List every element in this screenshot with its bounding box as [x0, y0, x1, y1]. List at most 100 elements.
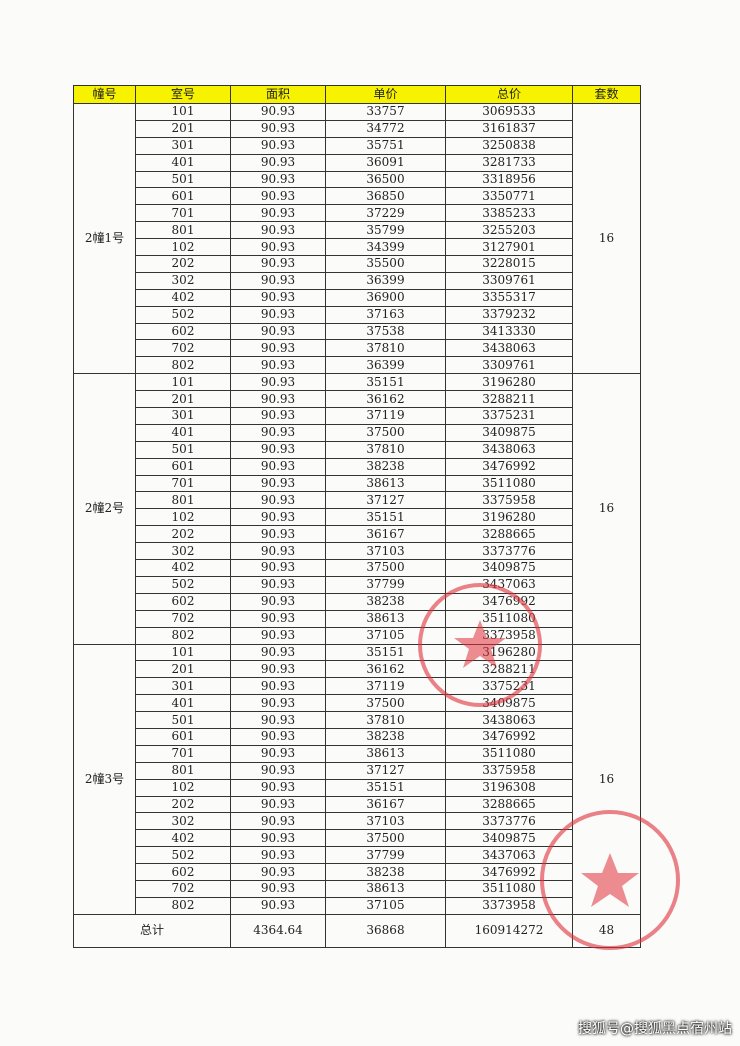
area-cell: 90.93 — [230, 559, 326, 577]
unit-price-cell: 37105 — [325, 626, 446, 645]
table-row: 201 90.93 36162 3288211 — [74, 390, 641, 409]
room-cell: 101 — [135, 103, 231, 121]
total-price-cell: 3438063 — [445, 711, 573, 729]
watermark: 搜狐号@搜狐黑点宿州站 — [578, 1021, 732, 1037]
unit-price-cell: 37799 — [325, 575, 446, 594]
room-cell: 202 — [135, 525, 231, 544]
unit-price-cell: 37127 — [325, 761, 446, 780]
table-row: 701 90.93 38613 3511080 — [74, 744, 641, 763]
total-price-cell: 3373776 — [445, 542, 573, 561]
total-price-cell: 3511080 — [445, 744, 573, 763]
area-cell: 90.93 — [230, 896, 326, 915]
count-cell: 16 — [572, 643, 641, 915]
table-row: 401 90.93 36091 3281733 — [74, 153, 641, 172]
area-cell: 90.93 — [230, 609, 326, 628]
room-cell: 502 — [135, 846, 231, 865]
room-cell: 402 — [135, 829, 231, 848]
area-cell: 90.93 — [230, 829, 326, 848]
total-price-cell: 3437063 — [445, 846, 573, 865]
unit-price-cell: 37538 — [325, 322, 446, 341]
table-row: 802 90.93 36399 3309761 — [74, 356, 641, 375]
unit-price-cell: 35151 — [325, 508, 446, 527]
table-row: 2幢2号 101 90.93 35151 3196280 16 — [73, 373, 641, 645]
table-row: 301 90.93 37119 3375231 — [74, 677, 641, 696]
room-cell: 202 — [135, 255, 231, 273]
total-price-cell: 3350771 — [445, 187, 573, 206]
area-cell: 90.93 — [230, 474, 326, 493]
table-row: 102 90.93 35151 3196308 — [74, 778, 641, 797]
table-row: 102 90.93 35151 3196280 — [74, 508, 641, 527]
unit-price-cell: 36162 — [325, 390, 446, 409]
unit-price-cell: 35151 — [325, 643, 446, 662]
area-cell: 90.93 — [230, 677, 326, 696]
total-price-cell: 3438063 — [445, 339, 573, 358]
total-price-cell: 3355317 — [445, 288, 573, 307]
total-price-cell: 3309761 — [445, 271, 573, 290]
area-cell: 90.93 — [230, 744, 326, 763]
unit-price-cell: 37810 — [325, 711, 446, 729]
header-area: 面积 — [230, 85, 326, 104]
room-cell: 701 — [135, 744, 231, 763]
total-price-cell: 3196308 — [445, 778, 573, 797]
table-row: 202 90.93 36167 3288665 — [74, 795, 641, 814]
area-cell: 90.93 — [230, 136, 326, 155]
unit-price-cell: 33757 — [325, 103, 446, 121]
header-building: 幢号 — [73, 85, 136, 104]
area-cell: 90.93 — [230, 238, 326, 257]
unit-price-cell: 38238 — [325, 727, 446, 746]
room-cell: 301 — [135, 407, 231, 425]
room-cell: 502 — [135, 575, 231, 594]
unit-price-cell: 37163 — [325, 305, 446, 324]
building-cell: 2幢3号 — [73, 643, 136, 915]
table-row: 502 90.93 37799 3437063 — [74, 575, 641, 594]
room-cell: 201 — [135, 119, 231, 138]
unit-price-cell: 35151 — [325, 778, 446, 797]
table-row: 702 90.93 38613 3511080 — [74, 609, 641, 628]
room-cell: 601 — [135, 457, 231, 476]
room-cell: 302 — [135, 271, 231, 290]
total-price-cell: 3250838 — [445, 136, 573, 155]
table-row: 202 90.93 35500 3228015 — [74, 255, 641, 273]
unit-price-cell: 36167 — [325, 525, 446, 544]
area-cell: 90.93 — [230, 626, 326, 645]
room-cell: 802 — [135, 896, 231, 915]
unit-price-cell: 36399 — [325, 356, 446, 375]
area-cell: 90.93 — [230, 879, 326, 898]
room-cell: 202 — [135, 795, 231, 814]
unit-price-cell: 36091 — [325, 153, 446, 172]
area-cell: 90.93 — [230, 119, 326, 138]
room-cell: 101 — [135, 373, 231, 392]
room-cell: 401 — [135, 694, 231, 713]
area-cell: 90.93 — [230, 356, 326, 375]
total-price-cell: 3288665 — [445, 525, 573, 544]
room-cell: 102 — [135, 238, 231, 257]
area-cell: 90.93 — [230, 153, 326, 172]
table-row: 601 90.93 36850 3350771 — [74, 187, 641, 206]
table-row: 801 90.93 37127 3375958 — [74, 491, 641, 510]
total-price-cell: 3228015 — [445, 255, 573, 273]
area-cell: 90.93 — [230, 407, 326, 425]
room-cell: 401 — [135, 153, 231, 172]
room-cell: 702 — [135, 609, 231, 628]
total-price-cell: 3196280 — [445, 508, 573, 527]
total-price-cell: 3373776 — [445, 812, 573, 831]
room-cell: 201 — [135, 660, 231, 679]
table-row: 702 90.93 37810 3438063 — [74, 339, 641, 358]
total-price-cell: 3375958 — [445, 491, 573, 510]
table-row: 601 90.93 38238 3476992 — [74, 727, 641, 746]
unit-price-cell: 35151 — [325, 373, 446, 392]
table-row: 701 90.93 38613 3511080 — [74, 474, 641, 493]
total-price-cell: 3196280 — [445, 643, 573, 662]
count-cell: 16 — [572, 373, 641, 645]
table-row: 302 90.93 37103 3373776 — [74, 542, 641, 561]
area-cell: 90.93 — [230, 255, 326, 273]
area-cell: 90.93 — [230, 727, 326, 746]
area-cell: 90.93 — [230, 694, 326, 713]
total-area: 4364.64 — [230, 913, 326, 948]
table-row: 802 90.93 37105 3373958 — [74, 626, 641, 645]
room-cell: 101 — [135, 643, 231, 662]
room-cell: 801 — [135, 221, 231, 240]
total-price-cell: 3438063 — [445, 440, 573, 459]
unit-price-cell: 36399 — [325, 271, 446, 290]
table-row: 402 90.93 36900 3355317 — [74, 288, 641, 307]
